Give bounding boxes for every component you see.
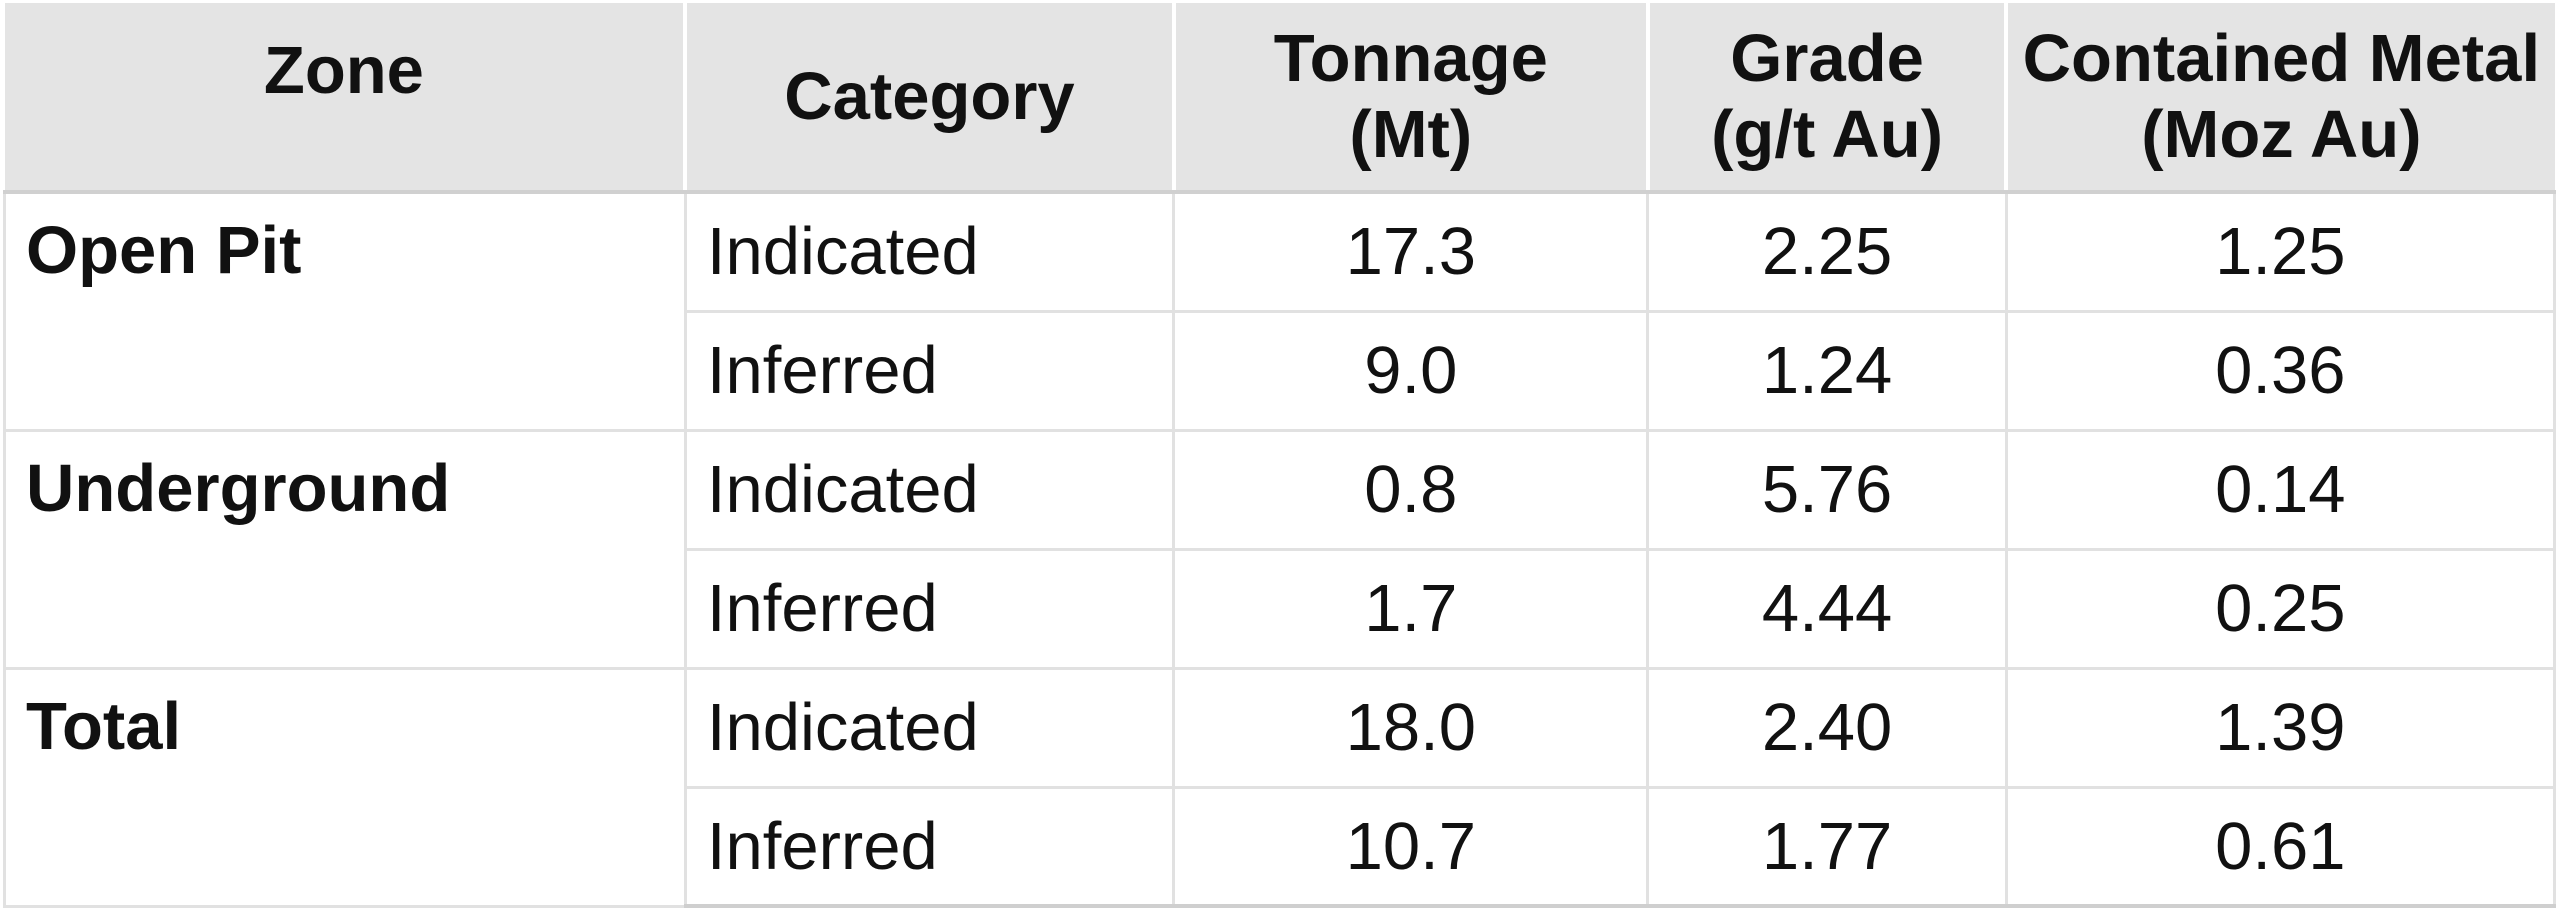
col-header-tonnage-label: Tonnage	[1273, 20, 1548, 96]
grade-cell: 4.44	[1646, 547, 2008, 670]
col-header-category: Category	[683, 3, 1174, 194]
tonnage-cell: 9.0	[1172, 309, 1650, 432]
metal-cell: 1.39	[2004, 666, 2557, 789]
col-header-tonnage: Tonnage (Mt)	[1171, 3, 1648, 194]
col-header-zone-label: Zone	[263, 32, 424, 108]
tonnage-cell: 18.0	[1172, 666, 1650, 789]
zone-cell-total: Total	[3, 666, 687, 908]
metal-cell: 0.25	[2004, 547, 2557, 670]
category-cell: Indicated	[683, 428, 1176, 551]
table-row: Open Pit Indicated 17.3 2.25 1.25	[3, 190, 2557, 432]
col-header-metal-label: Contained Metal	[2022, 20, 2541, 96]
table-row: Inferred 10.7 1.77 0.61	[5, 785, 2557, 908]
col-header-metal-unit: (Moz Au)	[2141, 96, 2422, 172]
grade-cell: 1.77	[1646, 785, 2008, 908]
metal-cell: 0.36	[2004, 309, 2557, 432]
tonnage-cell: 0.8	[1172, 428, 1650, 551]
grade-cell: 2.40	[1646, 666, 2008, 789]
table-row: Inferred 1.7 4.44 0.25	[5, 547, 2557, 670]
header-row: Zone Category Tonnage (Mt) Grade (g/t Au…	[4, 3, 2555, 194]
col-header-zone: Zone	[4, 3, 686, 194]
category-cell: Inferred	[683, 547, 1176, 670]
col-header-metal: Contained Metal (Moz Au)	[2004, 3, 2555, 194]
zone-label: Open Pit	[26, 213, 302, 288]
mineral-resource-table: Zone Category Tonnage (Mt) Grade (g/t Au…	[3, 3, 2557, 908]
category-cell: Indicated	[683, 666, 1176, 789]
table-row: Inferred 9.0 1.24 0.36	[5, 309, 2557, 432]
col-header-tonnage-unit: (Mt)	[1349, 96, 1473, 172]
grade-cell: 1.24	[1646, 309, 2008, 432]
col-header-grade-unit: (g/t Au)	[1711, 96, 1944, 172]
metal-cell: 1.25	[2004, 190, 2557, 313]
zone-label: Total	[26, 688, 182, 764]
tonnage-cell: 17.3	[1172, 190, 1650, 313]
metal-cell: 0.61	[2004, 785, 2557, 908]
category-cell: Inferred	[683, 785, 1176, 908]
zone-cell-underground: Underground	[3, 428, 687, 670]
grade-cell: 5.76	[1646, 428, 2008, 551]
metal-cell: 0.14	[2004, 428, 2557, 551]
col-header-grade: Grade (g/t Au)	[1645, 3, 2007, 194]
zone-label: Underground	[26, 450, 451, 526]
tonnage-cell: 1.7	[1172, 547, 1650, 670]
grade-cell: 2.25	[1646, 190, 2008, 313]
category-cell: Indicated	[683, 190, 1176, 313]
table-row: Underground Indicated 0.8 5.76 0.14	[3, 428, 2557, 670]
table-row: Total Indicated 18.0 2.40 1.39	[3, 666, 2557, 908]
col-header-category-label: Category	[784, 58, 1075, 134]
col-header-grade-label: Grade	[1730, 20, 1924, 96]
zone-cell-open-pit: Open Pit	[3, 190, 687, 432]
category-cell: Inferred	[683, 309, 1176, 432]
tonnage-cell: 10.7	[1172, 785, 1650, 908]
